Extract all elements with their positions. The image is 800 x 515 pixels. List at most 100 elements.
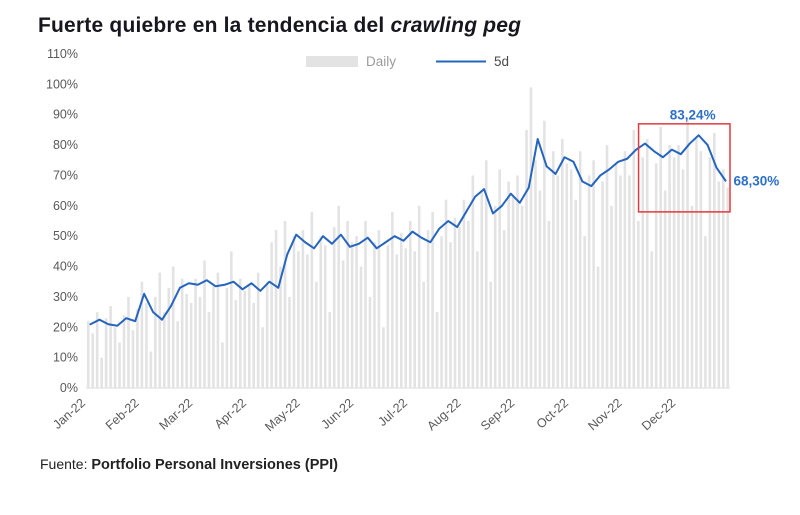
daily-bar	[95, 312, 99, 388]
daily-bar	[578, 151, 582, 388]
daily-bar	[632, 129, 636, 388]
daily-bar	[721, 169, 725, 388]
daily-bar	[247, 284, 251, 388]
daily-bar	[605, 145, 609, 388]
daily-bar	[256, 272, 260, 388]
daily-bar	[449, 242, 452, 388]
daily-bar	[440, 236, 443, 388]
daily-bar	[628, 175, 631, 388]
daily-bar	[140, 281, 144, 388]
daily-bar	[118, 342, 121, 388]
daily-bar	[337, 205, 340, 388]
daily-bar	[529, 87, 533, 389]
daily-bar	[699, 151, 703, 388]
daily-bar	[574, 199, 577, 388]
daily-bar	[176, 321, 179, 388]
y-axis-tick-label: 110%	[47, 47, 78, 61]
daily-bar	[592, 160, 595, 388]
daily-bar	[511, 196, 515, 388]
daily-bar	[453, 217, 457, 388]
daily-bar	[552, 151, 555, 388]
daily-bar	[695, 139, 698, 388]
x-axis-tick-label: Dec-22	[639, 396, 678, 433]
daily-bar	[489, 281, 493, 388]
daily-bar	[149, 351, 153, 388]
daily-bar	[610, 205, 613, 388]
legend-daily-label: Daily	[366, 54, 396, 69]
daily-bar	[404, 248, 408, 388]
daily-bar	[650, 251, 654, 388]
daily-bar	[315, 281, 318, 388]
daily-bar	[493, 205, 497, 388]
daily-bar	[601, 181, 604, 388]
daily-bar	[319, 236, 323, 388]
source-note: Fuente: Portfolio Personal Inversiones (…	[40, 456, 800, 473]
y-axis-tick-label: 20%	[53, 320, 78, 334]
daily-bar	[332, 227, 336, 388]
daily-bar	[534, 160, 537, 388]
highlight-box	[637, 123, 731, 213]
x-axis-tick-label: Oct-22	[534, 396, 571, 432]
daily-bar	[136, 309, 139, 388]
daily-bar	[113, 327, 117, 388]
daily-bar	[677, 145, 680, 388]
daily-bar	[297, 251, 300, 388]
daily-bar	[346, 221, 349, 388]
y-axis-tick-label: 0%	[60, 381, 78, 395]
daily-bar	[91, 333, 94, 388]
daily-bar	[145, 302, 148, 388]
daily-bar	[100, 357, 103, 388]
daily-bar	[619, 175, 622, 388]
daily-bar	[198, 296, 202, 388]
daily-bar	[221, 342, 224, 388]
daily-bar	[476, 251, 479, 388]
x-axis-tick-label: May-22	[262, 396, 302, 434]
daily-bar	[306, 254, 309, 388]
daily-bar	[86, 321, 90, 388]
daily-bar	[462, 199, 466, 388]
daily-bar	[261, 327, 264, 388]
daily-bar	[386, 245, 390, 388]
legend-5d-label: 5d	[494, 54, 509, 69]
daily-bar	[359, 266, 363, 388]
daily-bar	[686, 120, 689, 389]
daily-bar	[274, 230, 278, 388]
daily-bar	[171, 266, 175, 388]
x-axis-tick-label: Apr-22	[212, 396, 249, 432]
daily-bar	[560, 139, 564, 388]
daily-bar	[238, 278, 242, 388]
x-axis-tick-label: Sep-22	[478, 396, 517, 433]
daily-bar	[122, 315, 126, 388]
daily-bar	[507, 181, 510, 388]
x-axis-tick-label: Nov-22	[585, 396, 624, 433]
daily-bar	[283, 221, 287, 388]
daily-bar	[413, 251, 416, 388]
daily-bar	[444, 199, 448, 388]
x-axis-tick-label: Mar-22	[157, 396, 196, 433]
daily-bar	[458, 227, 461, 388]
daily-bar	[422, 281, 425, 388]
daily-bar	[391, 211, 394, 388]
daily-bar	[104, 318, 108, 388]
daily-bar	[668, 145, 671, 388]
daily-bar	[480, 190, 484, 388]
daily-bar	[681, 169, 685, 388]
daily-bar	[288, 296, 291, 388]
y-axis-tick-label: 100%	[46, 77, 78, 91]
x-axis-tick-label: Jun-22	[319, 396, 357, 432]
daily-bar	[516, 175, 519, 388]
daily-bar	[672, 157, 676, 388]
daily-bar	[377, 230, 381, 388]
daily-bar	[471, 175, 475, 388]
daily-bar	[158, 272, 162, 388]
daily-bar	[583, 236, 586, 388]
chart-title-text: Fuerte quiebre en la tendencia del	[38, 14, 391, 37]
daily-bar	[399, 233, 403, 388]
daily-bar	[717, 181, 721, 388]
y-axis-tick-label: 10%	[53, 351, 78, 365]
y-axis-tick-label: 60%	[53, 199, 78, 213]
chart-title-italic: crawling peg	[390, 14, 522, 37]
daily-bar	[382, 327, 385, 388]
daily-bar	[708, 157, 712, 388]
daily-bar	[547, 221, 551, 388]
